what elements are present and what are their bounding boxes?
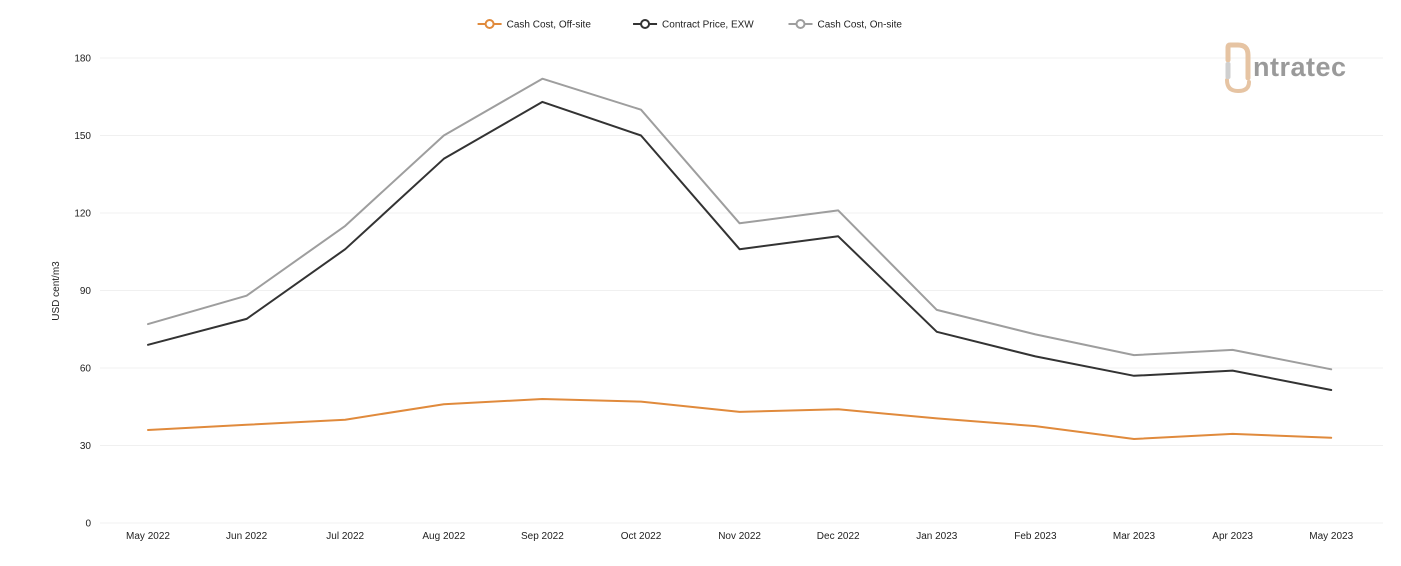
x-tick-label: Aug 2022 <box>422 531 465 542</box>
x-tick-label: Mar 2023 <box>1113 531 1156 542</box>
y-tick-label: 180 <box>74 54 91 65</box>
series-line-2[interactable] <box>148 79 1331 370</box>
y-axis-title: USD cent/m3 <box>51 261 62 321</box>
x-tick-label: May 2022 <box>126 531 170 542</box>
intratec-logo: ntratec <box>1226 45 1347 91</box>
y-tick-label: 60 <box>80 364 92 375</box>
logo-icon-stem <box>1226 62 1231 79</box>
logo-icon-base <box>1227 80 1249 91</box>
legend-marker <box>486 20 494 28</box>
y-tick-label: 120 <box>74 209 91 220</box>
series-line-0[interactable] <box>148 399 1331 439</box>
legend[interactable]: Cash Cost, Off-site Contract Price, EXW Ca… <box>478 20 903 31</box>
y-tick-label: 150 <box>74 131 91 142</box>
x-tick-label: Jul 2022 <box>326 531 364 542</box>
legend-label: Contract Price, EXW <box>662 20 754 31</box>
grid-lines <box>100 58 1383 523</box>
x-tick-label: Jun 2022 <box>226 531 268 542</box>
y-tick-label: 30 <box>80 441 92 452</box>
legend-item[interactable]: Cash Cost, On-site <box>789 20 903 31</box>
y-axis: 0 30 60 90 120 150 180 <box>74 54 91 530</box>
x-axis: May 2022 Jun 2022 Jul 2022 Aug 2022 Sep 2022… <box>126 531 1354 542</box>
x-tick-label: Nov 2022 <box>718 531 761 542</box>
y-tick-label: 0 <box>85 519 91 530</box>
legend-marker <box>641 20 649 28</box>
logo-icon <box>1228 45 1248 78</box>
x-tick-label: Jan 2023 <box>916 531 958 542</box>
x-tick-label: Apr 2023 <box>1212 531 1253 542</box>
y-tick-label: 90 <box>80 286 92 297</box>
series-line-1[interactable] <box>148 102 1331 390</box>
series-lines <box>148 79 1331 439</box>
x-tick-label: Dec 2022 <box>817 531 860 542</box>
x-tick-label: Feb 2023 <box>1014 531 1057 542</box>
legend-marker <box>797 20 805 28</box>
legend-label: Cash Cost, Off-site <box>507 20 592 31</box>
x-tick-label: Sep 2022 <box>521 531 564 542</box>
legend-item[interactable]: Cash Cost, Off-site <box>478 20 592 31</box>
legend-item[interactable]: Contract Price, EXW <box>633 20 754 31</box>
x-tick-label: Oct 2022 <box>621 531 662 542</box>
x-tick-label: May 2023 <box>1309 531 1353 542</box>
legend-label: Cash Cost, On-site <box>818 20 903 31</box>
logo-text: ntratec <box>1253 52 1347 82</box>
